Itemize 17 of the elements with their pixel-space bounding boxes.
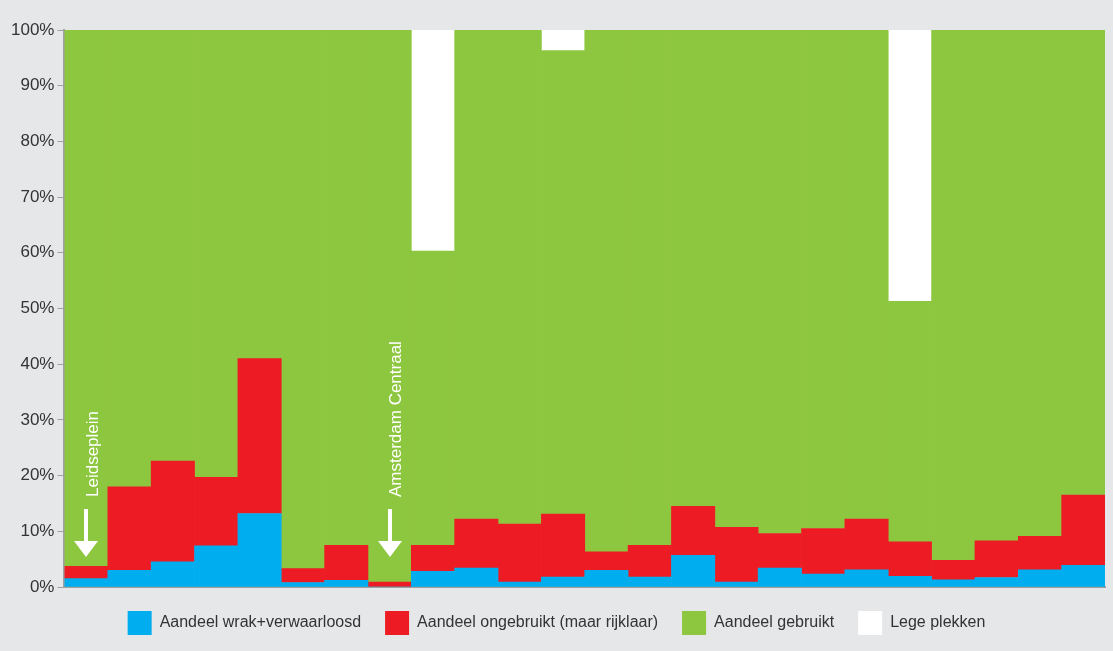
y-tick-label: 60% xyxy=(20,242,55,262)
y-tick-label: 40% xyxy=(20,353,55,373)
y-tick-label: 70% xyxy=(20,186,55,206)
annotation: Leidseplein xyxy=(82,410,102,497)
y-tick-label: 20% xyxy=(20,465,55,485)
y-tick-label: 80% xyxy=(20,131,55,151)
y-tick-label: 50% xyxy=(20,298,55,318)
legend-label: Lege plekken xyxy=(890,613,986,631)
y-tick-label: 0% xyxy=(29,576,55,596)
annotation: Amsterdam Centraal xyxy=(386,341,406,497)
y-tick-label: 90% xyxy=(20,75,55,95)
legend-label: Aandeel gebruikt xyxy=(714,613,835,631)
legend-label: Aandeel wrak+verwaarloosd xyxy=(159,613,362,631)
legend-label: Aandeel ongebruikt (maar rijklaar) xyxy=(417,613,659,631)
y-tick-label: 30% xyxy=(20,409,55,429)
y-tick-label: 100% xyxy=(11,19,55,39)
y-tick-label: 10% xyxy=(20,520,55,540)
